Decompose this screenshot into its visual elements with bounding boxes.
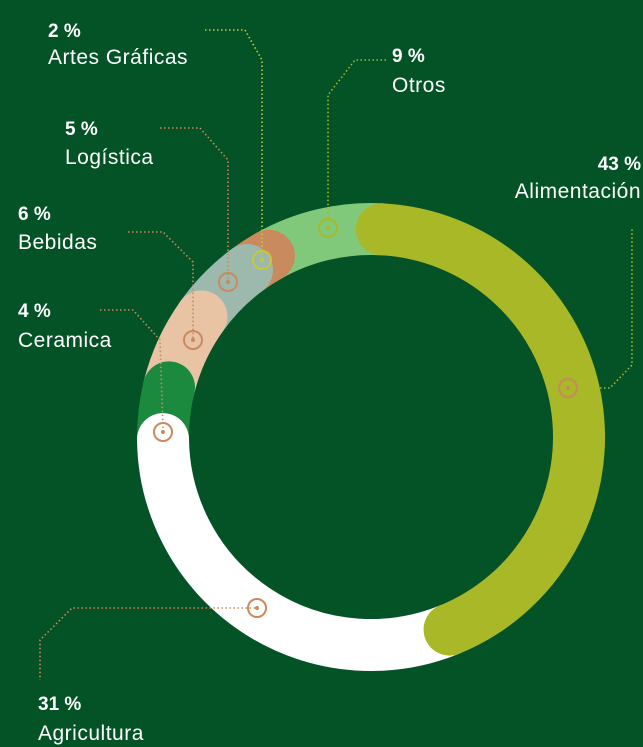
- marker-dot: [326, 226, 330, 230]
- value-label: 4 %: [18, 301, 51, 322]
- donut: [137, 203, 605, 671]
- value-label: 9 %: [392, 46, 425, 67]
- leader-lines: [39, 29, 633, 680]
- category-label: Ceramica: [18, 329, 112, 352]
- marker: [183, 330, 203, 350]
- category-label: Artes Gráficas: [48, 46, 188, 69]
- marker-dot: [566, 386, 570, 390]
- category-label: Bebidas: [18, 231, 97, 254]
- leader-line: [100, 309, 164, 431]
- category-label: Logística: [65, 146, 154, 169]
- labels: 43 % Alimentación 31 % Agricultura 4 % C…: [18, 21, 641, 745]
- marker: [252, 250, 272, 270]
- donut-segment: [137, 413, 476, 671]
- marker-dot: [161, 430, 165, 434]
- marker: [153, 422, 173, 442]
- value-label: 31 %: [38, 694, 81, 715]
- leader-line: [39, 607, 255, 680]
- marker-dot: [255, 606, 259, 610]
- value-label: 6 %: [18, 204, 51, 225]
- marker-dot: [191, 338, 195, 342]
- leader-line: [160, 127, 229, 279]
- leader-line: [327, 59, 386, 226]
- marker: [558, 378, 578, 398]
- category-label: Agricultura: [38, 722, 144, 745]
- value-label: 43 %: [598, 154, 641, 175]
- marker-dot: [260, 258, 264, 262]
- value-label: 2 %: [48, 21, 81, 42]
- value-label: 5 %: [65, 119, 98, 140]
- markers: [153, 218, 578, 618]
- leader-line: [568, 228, 633, 389]
- marker: [318, 218, 338, 238]
- marker: [218, 272, 238, 292]
- category-label: Alimentación: [515, 180, 641, 203]
- marker: [247, 598, 267, 618]
- leader-line: [205, 29, 263, 258]
- category-label: Otros: [392, 74, 446, 97]
- leader-line: [128, 231, 194, 338]
- marker-dot: [226, 280, 230, 284]
- donut-segment: [355, 203, 605, 656]
